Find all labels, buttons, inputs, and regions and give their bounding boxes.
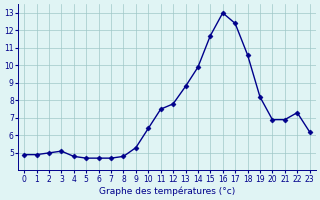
X-axis label: Graphe des températures (°c): Graphe des températures (°c) <box>99 186 235 196</box>
